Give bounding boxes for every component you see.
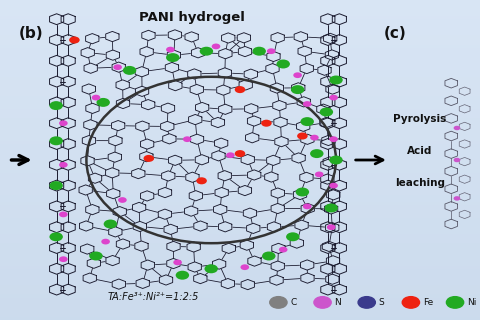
- Circle shape: [196, 177, 207, 184]
- Circle shape: [252, 47, 266, 56]
- Circle shape: [329, 183, 338, 188]
- Text: Ni: Ni: [467, 298, 477, 307]
- Circle shape: [279, 247, 288, 252]
- Circle shape: [173, 260, 182, 265]
- Circle shape: [297, 132, 308, 140]
- Circle shape: [226, 152, 235, 158]
- Circle shape: [454, 158, 460, 162]
- Circle shape: [176, 271, 189, 280]
- Circle shape: [59, 256, 68, 262]
- Circle shape: [310, 135, 319, 140]
- Circle shape: [166, 53, 180, 62]
- Circle shape: [212, 44, 220, 49]
- Text: S: S: [379, 298, 384, 307]
- Text: Fe: Fe: [423, 298, 433, 307]
- Text: (b): (b): [19, 26, 44, 41]
- Circle shape: [303, 204, 312, 209]
- Circle shape: [69, 36, 80, 44]
- Circle shape: [402, 297, 420, 308]
- Circle shape: [329, 95, 338, 100]
- Text: PANI hydrogel: PANI hydrogel: [139, 11, 245, 24]
- Circle shape: [293, 72, 302, 78]
- Circle shape: [118, 197, 127, 203]
- Circle shape: [89, 252, 103, 260]
- Text: TA:Fe³⁺:Ni²⁺=1:2:5: TA:Fe³⁺:Ni²⁺=1:2:5: [108, 292, 199, 302]
- Text: (c): (c): [384, 26, 407, 41]
- Circle shape: [358, 297, 375, 308]
- Text: leaching: leaching: [395, 178, 445, 188]
- Circle shape: [291, 85, 304, 94]
- Circle shape: [166, 47, 175, 52]
- Circle shape: [123, 66, 136, 75]
- Circle shape: [113, 64, 122, 70]
- Circle shape: [200, 47, 213, 56]
- Circle shape: [446, 297, 464, 308]
- Circle shape: [59, 120, 68, 126]
- Circle shape: [276, 60, 290, 68]
- Circle shape: [262, 252, 276, 260]
- Circle shape: [92, 95, 100, 100]
- Circle shape: [183, 136, 192, 142]
- Circle shape: [101, 239, 110, 244]
- Text: C: C: [290, 298, 297, 307]
- Circle shape: [270, 297, 287, 308]
- Circle shape: [240, 264, 249, 270]
- Circle shape: [324, 204, 338, 212]
- Circle shape: [286, 232, 300, 241]
- Text: N: N: [335, 298, 341, 307]
- Circle shape: [329, 156, 343, 164]
- Circle shape: [235, 86, 245, 93]
- Circle shape: [310, 149, 324, 158]
- Circle shape: [327, 224, 336, 230]
- Text: Pyrolysis: Pyrolysis: [394, 114, 446, 124]
- Circle shape: [204, 264, 218, 273]
- Circle shape: [235, 150, 245, 157]
- Circle shape: [49, 181, 63, 190]
- Circle shape: [296, 188, 309, 196]
- Circle shape: [303, 101, 312, 107]
- Circle shape: [96, 98, 110, 107]
- Circle shape: [329, 76, 343, 84]
- Circle shape: [300, 117, 314, 126]
- Circle shape: [59, 212, 68, 217]
- Text: Acid: Acid: [408, 146, 432, 156]
- Circle shape: [261, 120, 272, 127]
- Circle shape: [49, 136, 63, 145]
- Circle shape: [454, 196, 460, 201]
- Circle shape: [320, 108, 333, 116]
- Circle shape: [49, 101, 63, 110]
- Circle shape: [49, 232, 63, 241]
- Circle shape: [314, 297, 331, 308]
- Circle shape: [329, 136, 338, 142]
- Circle shape: [59, 162, 68, 168]
- Circle shape: [315, 172, 324, 177]
- Circle shape: [267, 48, 276, 54]
- Circle shape: [454, 126, 460, 130]
- Circle shape: [144, 155, 154, 162]
- Circle shape: [104, 220, 117, 228]
